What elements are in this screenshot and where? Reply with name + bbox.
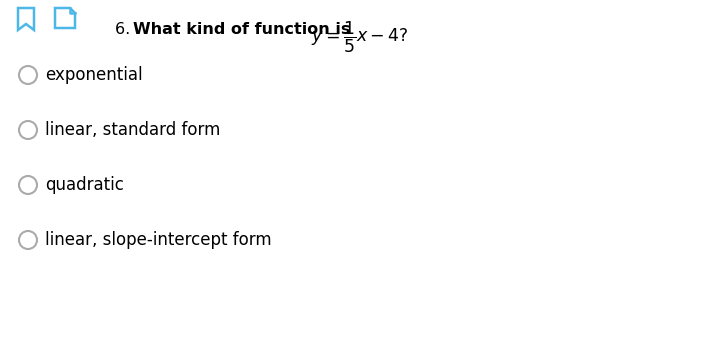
Text: 6.: 6. xyxy=(115,22,136,37)
Text: linear, slope-intercept form: linear, slope-intercept form xyxy=(45,231,271,249)
Text: linear, standard form: linear, standard form xyxy=(45,121,220,139)
Text: exponential: exponential xyxy=(45,66,143,84)
Text: $y = \dfrac{1}{5}x - 4$?: $y = \dfrac{1}{5}x - 4$? xyxy=(311,20,409,55)
Text: quadratic: quadratic xyxy=(45,176,124,194)
Text: What kind of function is: What kind of function is xyxy=(133,22,356,37)
